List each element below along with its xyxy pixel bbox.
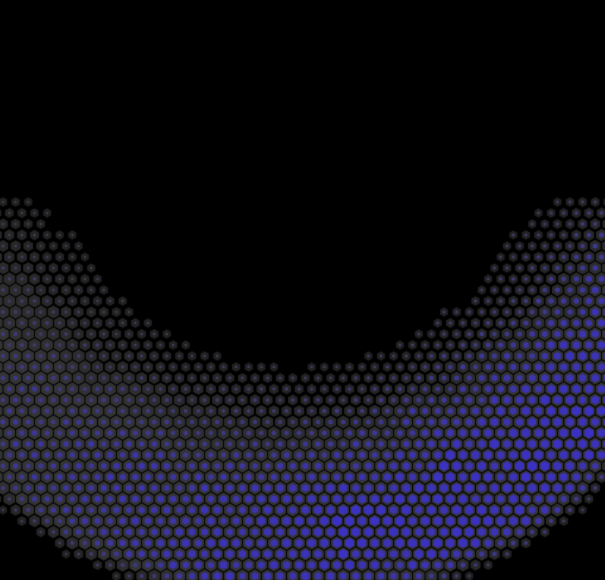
- density-scatter-canvas: [0, 0, 605, 580]
- scatter-plot-figure: Crescent-shaped density field of hexagon…: [0, 0, 605, 580]
